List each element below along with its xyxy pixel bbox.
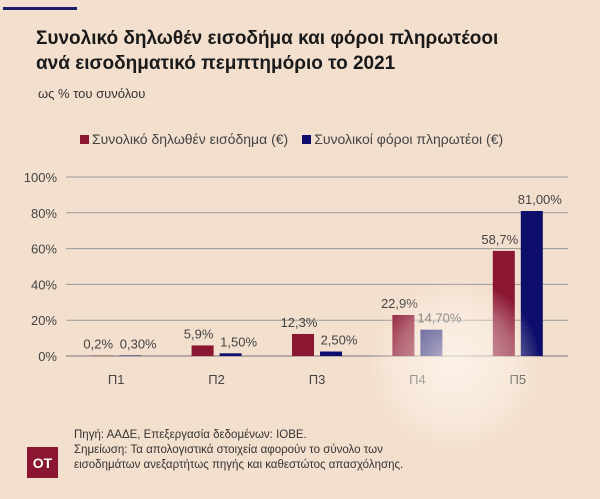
data-label: 58,7% bbox=[481, 232, 518, 247]
title-line: ανά εισοδηματικό πεμπτημόριο το 2021 bbox=[36, 53, 396, 74]
footer-notes: Πηγή: ΑΑΔΕ, Επεξεργασία δεδομένων: ΙΟΒΕ.… bbox=[74, 428, 403, 473]
data-label: 1,50% bbox=[220, 334, 257, 349]
y-tick-label: 0% bbox=[38, 349, 57, 364]
accent-line bbox=[3, 7, 77, 10]
legend: Συνολικό δηλωθέν εισόδημα (€) Συνολικοί … bbox=[80, 131, 503, 147]
legend-swatch bbox=[80, 135, 89, 144]
data-label: 2,50% bbox=[321, 333, 358, 348]
data-label: 0,30% bbox=[120, 336, 157, 351]
legend-swatch bbox=[302, 135, 312, 144]
data-label: 0,2% bbox=[83, 337, 113, 352]
note-text: εισοδημάτων ανεξαρτήτως πηγής και καθεστ… bbox=[74, 459, 404, 471]
y-tick-label: 80% bbox=[31, 206, 57, 221]
y-tick-label: 20% bbox=[31, 313, 57, 328]
decorative-glow bbox=[370, 280, 540, 450]
data-label: 12,3% bbox=[281, 315, 318, 330]
bar-tax bbox=[320, 351, 342, 356]
data-label: 5,9% bbox=[184, 326, 214, 341]
x-tick-label: Π1 bbox=[108, 372, 125, 387]
x-tick-label: Π2 bbox=[208, 372, 225, 387]
bar-tax bbox=[219, 353, 242, 356]
legend-label: Συνολικό δηλωθέν εισόδημα (€) bbox=[92, 131, 289, 147]
bar-tax bbox=[119, 355, 142, 356]
data-label: 81,00% bbox=[518, 192, 563, 207]
bar-income bbox=[191, 345, 214, 356]
y-tick-label: 100% bbox=[24, 170, 58, 185]
bar-income bbox=[292, 333, 314, 356]
chart-title: Συνολικό δηλωθέν εισοδήμα και φόροι πληρ… bbox=[36, 26, 498, 76]
legend-item-income: Συνολικό δηλωθέν εισόδημα (€) bbox=[80, 131, 288, 147]
chart-subtitle: ως % του συνόλου bbox=[38, 86, 146, 101]
x-tick-label: Π3 bbox=[309, 372, 326, 387]
y-tick-label: 40% bbox=[31, 277, 57, 292]
legend-label: Συνολικοί φόροι πληρωτέοι (€) bbox=[314, 131, 504, 147]
title-line: Συνολικό δηλωθέν εισοδήμα και φόροι πληρ… bbox=[36, 28, 499, 49]
legend-item-tax: Συνολικοί φόροι πληρωτέοι (€) bbox=[302, 131, 503, 147]
logo: ΟΤ bbox=[27, 447, 58, 478]
note-text: Σημείωση: Τα απολογιστικά στοιχεία αφορο… bbox=[74, 444, 383, 456]
y-tick-label: 60% bbox=[31, 242, 57, 257]
source-text: Πηγή: ΑΑΔΕ, Επεξεργασία δεδομένων: ΙΟΒΕ. bbox=[74, 429, 307, 441]
